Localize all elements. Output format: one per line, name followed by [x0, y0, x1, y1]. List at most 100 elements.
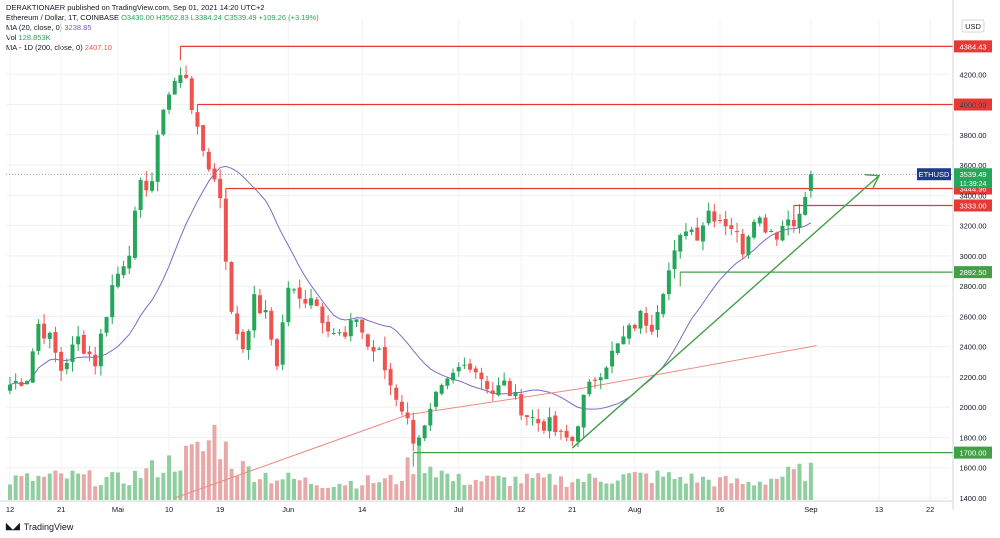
volume-bar [303, 477, 308, 500]
volume-bar [195, 441, 200, 500]
candle-body [201, 125, 206, 151]
volume-bar [451, 481, 456, 500]
volume-bar [87, 470, 92, 500]
ma200-label: MA - 1D (200, close, 0) [6, 43, 83, 52]
volume-bar [377, 482, 382, 500]
candle-body [615, 343, 620, 354]
candle-body [110, 285, 115, 318]
candle-body [502, 380, 507, 386]
volume-bar [689, 473, 694, 500]
candle-body [36, 323, 41, 351]
volume-bar [155, 477, 160, 500]
candle-body [411, 419, 416, 444]
candle-body [314, 299, 319, 306]
volume-bar [649, 483, 654, 500]
candle-body [138, 179, 143, 211]
vol-label: Vol [6, 33, 17, 42]
x-tick-label: 10 [165, 505, 173, 514]
volume-bar [485, 475, 490, 500]
candle-body [610, 350, 615, 367]
y-tick-label: 3200.00 [959, 222, 986, 231]
candle-body [513, 392, 518, 397]
volume-bar [212, 424, 217, 500]
x-tick-label: 21 [57, 505, 65, 514]
last-price-label: 3539.49 [959, 170, 986, 179]
volume-bar [416, 446, 421, 500]
volume-bar [757, 481, 762, 500]
level-label: 4384.43 [959, 42, 986, 51]
volume-bar [808, 462, 813, 500]
instrument-tag: ETHUSD [919, 170, 950, 179]
y-tick-label: 2200.00 [959, 373, 986, 382]
volume-bar [621, 474, 626, 500]
candle-body [365, 334, 370, 347]
vol-value: 128.853K [18, 33, 51, 42]
candle-body [19, 382, 24, 386]
candle-body [479, 372, 484, 380]
candle-body [434, 391, 438, 407]
level-label: 3444.96 [959, 185, 986, 194]
candle-body [206, 151, 211, 170]
volume-bar [700, 476, 705, 500]
candle-body [274, 339, 279, 367]
countdown-label: 11:39:24 [960, 181, 987, 188]
volume-bar [348, 480, 353, 500]
x-tick-label: Jul [454, 505, 464, 514]
candle-body [172, 80, 177, 95]
candle-body [712, 211, 717, 222]
volume-bar [695, 482, 700, 500]
volume-bar [593, 477, 598, 500]
y-tick-label: 1800.00 [959, 433, 986, 442]
volume-bar [445, 473, 450, 500]
candle-body [348, 320, 353, 337]
candle-body [485, 381, 490, 390]
candle-body [286, 287, 291, 323]
y-tick-label: 3400.00 [959, 191, 986, 200]
brand[interactable]: ◣◢ TradingView [6, 521, 73, 532]
volume-bar [274, 480, 279, 500]
x-tick-label: 22 [926, 505, 934, 514]
volume-bar [93, 486, 98, 500]
candle-body [240, 331, 245, 350]
candle-body [638, 310, 643, 329]
candle-body [132, 210, 137, 258]
candle-body [553, 415, 558, 433]
candle-body [189, 78, 194, 111]
candle-body [740, 233, 745, 255]
ma20-label: MA (20, close, 0) [6, 23, 63, 32]
volume-bar [331, 486, 336, 500]
volume-bar [292, 478, 296, 500]
volume-bar [25, 473, 30, 500]
volume-bar [479, 481, 484, 500]
candle-body [331, 332, 336, 334]
candle-body [343, 332, 348, 337]
y-tick-label: 2000.00 [959, 403, 986, 412]
volume-bar [309, 483, 314, 500]
x-tick-label: 21 [568, 505, 576, 514]
volume-bar [496, 475, 501, 500]
trendline-group [571, 173, 881, 449]
volume-bars [8, 424, 813, 500]
candle-body [354, 319, 359, 323]
candle-body [218, 178, 223, 199]
candle-body [445, 378, 450, 386]
volume-bar [115, 472, 120, 500]
y-tick-label: 4000.00 [959, 101, 986, 110]
candle-body [598, 377, 603, 381]
volume-bar [723, 475, 728, 500]
candle-body [257, 295, 262, 314]
volume-bar [666, 472, 671, 500]
volume-bar [280, 479, 285, 500]
volume-bar [638, 472, 643, 500]
candle-body [746, 236, 751, 255]
candle-body [649, 324, 654, 332]
volume-bar [769, 478, 774, 500]
volume-bar [235, 475, 240, 500]
candle-body [695, 227, 700, 241]
volume-bar [201, 451, 206, 500]
y-tick-label: 1400.00 [959, 494, 986, 503]
price-levels [6, 45, 953, 467]
y-tick-label: 2400.00 [959, 343, 986, 352]
volume-bar [354, 488, 359, 500]
